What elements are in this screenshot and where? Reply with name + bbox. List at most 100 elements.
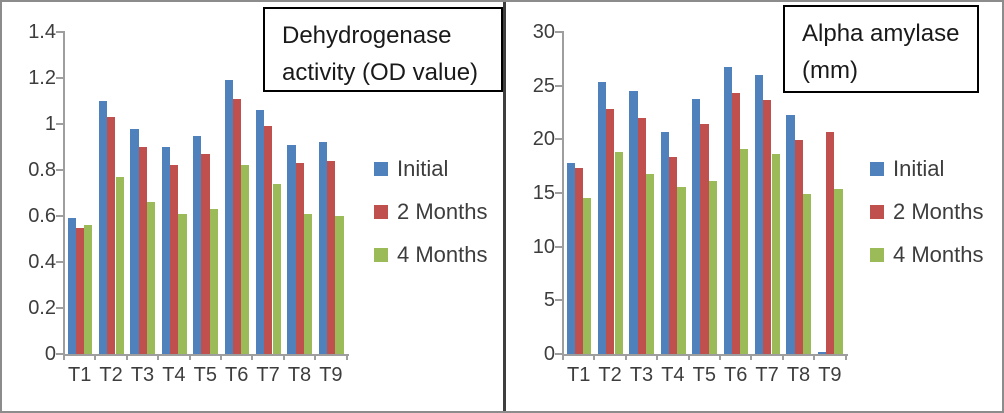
category-label: T8	[786, 364, 811, 386]
y-tick-mark	[555, 31, 562, 33]
legend-label: 4 Months	[893, 241, 984, 267]
bar	[115, 176, 124, 354]
y-tick-mark	[555, 353, 562, 355]
legend-label: 2 Months	[893, 198, 984, 224]
y-tick-label: 30	[532, 21, 555, 43]
y-tick-mark	[56, 169, 63, 171]
bar	[645, 173, 655, 354]
legend-swatch	[374, 161, 388, 176]
x-tick-mark	[781, 354, 784, 360]
legend-item: 2 Months	[374, 190, 488, 233]
legend-item: 2 Months	[870, 190, 984, 233]
y-axis-line	[562, 31, 564, 355]
y-tick-label: 20	[532, 128, 555, 151]
legend-item: Initial	[374, 147, 488, 190]
category-label: T8	[287, 364, 312, 386]
bar	[170, 165, 179, 354]
x-tick-mark	[220, 354, 222, 360]
bar	[241, 165, 250, 354]
x-tick-mark	[719, 354, 721, 360]
bar	[606, 109, 615, 354]
y-tick-mark	[56, 307, 63, 309]
y-tick-mark	[56, 31, 63, 33]
legend-swatch	[870, 247, 884, 262]
category-label: T3	[629, 364, 654, 386]
legend-swatch	[374, 247, 388, 262]
y-tick-mark	[555, 245, 562, 248]
y-tick-label: 1	[44, 113, 56, 135]
bar	[287, 144, 296, 354]
bar-chart-alpha-amylase: 0 5 10 15 20 25 30 T1 T2 T3 T4 T5 T6 T7 T8 T9 Alpha amy…	[506, 2, 1002, 411]
bar	[161, 147, 170, 354]
legend-label: 2 Months	[397, 198, 488, 224]
legend-swatch	[870, 204, 884, 219]
bar	[771, 154, 780, 354]
y-tick-label: 0	[543, 343, 555, 365]
y-tick-mark	[555, 138, 562, 141]
y-tick-label: 0	[44, 343, 56, 365]
bar	[98, 101, 108, 354]
y-tick-mark	[555, 84, 562, 87]
category-label: T7	[256, 364, 280, 386]
x-tick-mark	[656, 354, 659, 360]
bar	[318, 142, 327, 354]
y-tick-mark	[555, 192, 562, 194]
chart-title-line: (mm)	[802, 57, 858, 84]
bar	[614, 152, 623, 354]
bar-chart-dehydrogenase: 0 0.2 0.4 0.6 0.8 1 1.2 1.4 T1 T2 T3 T4 T5 T6 T7 T8 T9 D…	[2, 2, 503, 411]
y-tick-mark	[555, 299, 562, 302]
chart-title-box: Dehydrogenase activity (OD value)	[263, 7, 503, 92]
bar	[708, 181, 717, 354]
bar	[583, 198, 592, 354]
x-tick-mark	[157, 354, 160, 360]
bar	[786, 114, 795, 354]
bar	[692, 98, 701, 354]
y-tick-mark	[56, 123, 63, 125]
y-axis-line	[63, 31, 65, 355]
bar	[677, 186, 686, 354]
plot-area: 0 0.2 0.4 0.6 0.8 1 1.2 1.4 T1 T2 T3 T4 T5 T6 T7 T8 T9	[2, 2, 503, 411]
x-tick-mark	[314, 354, 317, 360]
legend-swatch	[374, 204, 388, 219]
bar	[723, 67, 732, 354]
y-tick-label: 5	[543, 289, 555, 312]
x-tick-mark	[282, 354, 285, 360]
bar	[303, 213, 313, 354]
category-label: T9	[319, 364, 343, 386]
category-label: T6	[225, 364, 249, 386]
x-tick-mark	[345, 354, 348, 360]
bar	[264, 126, 273, 354]
bar	[255, 110, 265, 354]
bar	[232, 98, 242, 354]
y-tick-label: 25	[532, 74, 555, 97]
x-tick-mark	[251, 354, 254, 360]
bar	[700, 124, 709, 354]
chart-title-line: Alpha amylase	[802, 20, 960, 47]
bar	[107, 117, 116, 354]
legend-label: Initial	[893, 155, 945, 181]
legend-item: Initial	[870, 147, 984, 190]
bar	[637, 117, 646, 354]
y-tick-label: 15	[532, 182, 555, 204]
legend: Initial 2 Months 4 Months	[374, 147, 488, 276]
category-label: T7	[755, 364, 779, 386]
bar	[84, 225, 93, 354]
category-label: T1	[68, 364, 92, 386]
bar	[802, 194, 812, 354]
bar	[597, 82, 607, 354]
x-tick-mark	[593, 354, 596, 360]
bar	[178, 213, 187, 354]
x-tick-mark	[844, 354, 847, 360]
plot-area: 0 5 10 15 20 25 30 T1 T2 T3 T4 T5 T6 T7 T8 T9	[506, 2, 1002, 411]
category-label: T9	[818, 364, 842, 386]
y-tick-mark	[56, 353, 63, 355]
legend-label: 4 Months	[397, 241, 488, 267]
legend-swatch	[870, 161, 884, 176]
y-tick-label: 0.6	[28, 205, 56, 227]
y-tick-label: 1.4	[28, 21, 56, 43]
legend: Initial 2 Months 4 Months	[870, 147, 984, 276]
category-label: T2	[99, 364, 123, 386]
x-axis-line	[562, 354, 848, 356]
category-label: T1	[567, 364, 591, 386]
